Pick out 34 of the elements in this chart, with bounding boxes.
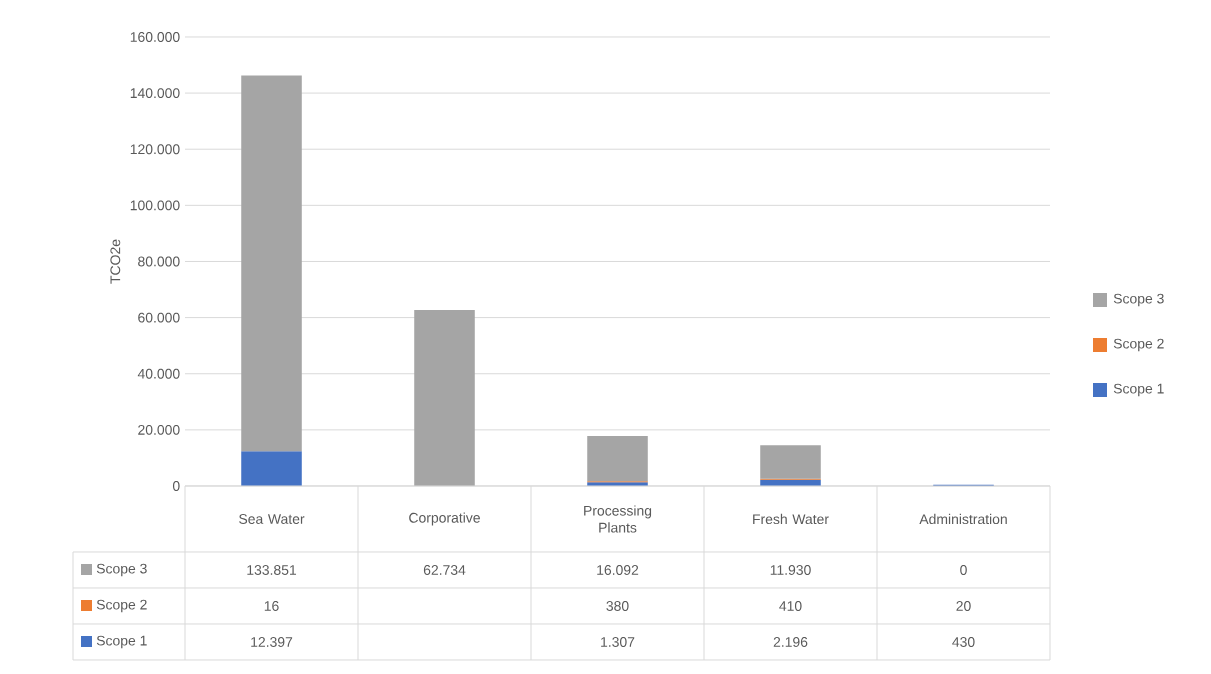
y-tick-label: 0 (172, 481, 180, 491)
data-label: 133.851 (247, 565, 297, 575)
data-label: 62.734 (423, 565, 466, 575)
x-tick-label: Administration (919, 513, 1007, 525)
x-tick-label: Sea Water (239, 514, 305, 524)
data-label: 20 (956, 601, 971, 611)
x-tick-label: Fresh Water (753, 513, 829, 525)
text: Scope 1 (96, 635, 147, 649)
y-tick-label: 100.000 (130, 200, 180, 211)
data-label: 430 (952, 637, 975, 647)
y-tick-label: 40.000 (137, 368, 180, 379)
y-axis-title: TCO2e (110, 239, 121, 284)
data-label: 0 (960, 565, 967, 575)
data-label: 11.930 (770, 565, 811, 575)
y-tick-label: 140.000 (130, 88, 180, 99)
data-label: 16 (264, 601, 279, 611)
text: Scope 2 (1113, 338, 1164, 352)
y-tick-label: 20.000 (138, 424, 180, 435)
y-tick-label: 60.000 (138, 312, 180, 323)
text: Scope 3 (1113, 293, 1164, 307)
data-label: 380 (606, 601, 629, 611)
x-tick-label: Processing Plants (584, 505, 652, 533)
data-label: 2.196 (773, 637, 808, 647)
data-label: 16.092 (597, 565, 639, 575)
legend-label: Scope 1 (1113, 383, 1164, 397)
y-tick-label: 80.000 (138, 256, 180, 267)
x-tick-label: Corporative (409, 512, 480, 526)
data-label: 12.397 (251, 637, 293, 647)
y-tick-label: 120.000 (130, 144, 180, 155)
data-label: 1.307 (601, 637, 635, 647)
y-tick-label: 160.000 (130, 32, 180, 42)
data-label: 410 (779, 601, 802, 611)
legend-label: Scope 2 (96, 599, 147, 613)
legend-label: Scope 3 (96, 563, 147, 577)
